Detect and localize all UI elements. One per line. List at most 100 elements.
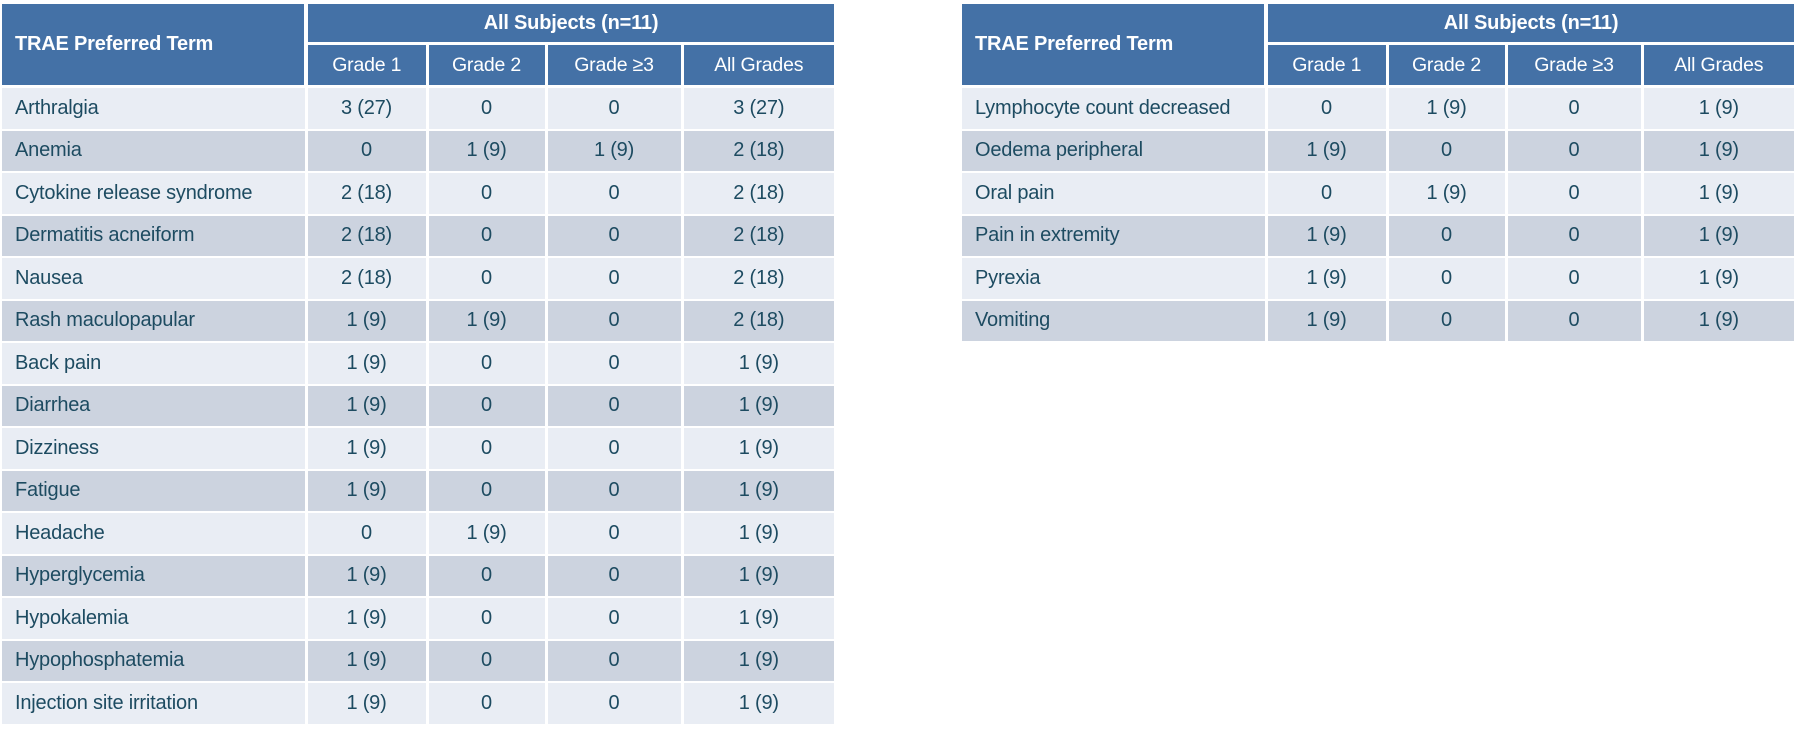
value-cell: 1 (9): [306, 682, 429, 724]
term-cell: Hypokalemia: [2, 597, 308, 641]
term-cell: Rash maculopapular: [2, 299, 308, 343]
value-cell: 0: [546, 214, 684, 258]
value-cell: 0: [427, 86, 548, 131]
value-cell: 1 (9): [1642, 257, 1795, 301]
table-row: Pain in extremity 1 (9) 0 0 1 (9): [962, 214, 1795, 258]
trae-table-left: TRAE Preferred Term All Subjects (n=11) …: [2, 4, 835, 724]
value-cell: 1 (9): [427, 299, 548, 343]
value-cell: 0: [427, 554, 548, 598]
value-cell: 0: [1387, 299, 1508, 341]
value-cell: 0: [546, 469, 684, 513]
value-cell: 1 (9): [1642, 129, 1795, 173]
term-cell: Dizziness: [2, 427, 308, 471]
value-cell: 0: [427, 682, 548, 724]
table-row: Pyrexia 1 (9) 0 0 1 (9): [962, 257, 1795, 301]
value-cell: 1 (9): [682, 682, 835, 724]
term-cell: Oedema peripheral: [962, 129, 1268, 173]
value-cell: 1 (9): [306, 554, 429, 598]
value-cell: 1 (9): [1642, 299, 1795, 341]
table-row: Oral pain 0 1 (9) 0 1 (9): [962, 172, 1795, 216]
table-row: Injection site irritation 1 (9) 0 0 1 (9): [2, 682, 835, 724]
table-row: Hypophosphatemia 1 (9) 0 0 1 (9): [2, 639, 835, 683]
table-row: Nausea 2 (18) 0 0 2 (18): [2, 257, 835, 301]
value-cell: 2 (18): [306, 214, 429, 258]
value-cell: 3 (27): [682, 86, 835, 131]
term-cell: Pyrexia: [962, 257, 1268, 301]
value-cell: 1 (9): [682, 384, 835, 428]
value-cell: 1 (9): [682, 469, 835, 513]
value-cell: 0: [1506, 214, 1644, 258]
term-cell: Injection site irritation: [2, 682, 308, 724]
value-cell: 0: [427, 597, 548, 641]
value-cell: 0: [427, 342, 548, 386]
value-cell: 0: [1506, 299, 1644, 341]
table-header: TRAE Preferred Term All Subjects (n=11) …: [962, 4, 1795, 88]
value-cell: 2 (18): [306, 172, 429, 216]
column-header-grade-3plus: Grade ≥3: [1506, 43, 1644, 88]
value-cell: 0: [1506, 257, 1644, 301]
value-cell: 0: [546, 512, 684, 556]
value-cell: 1 (9): [682, 512, 835, 556]
value-cell: 0: [546, 639, 684, 683]
trae-table-right: TRAE Preferred Term All Subjects (n=11) …: [962, 4, 1795, 341]
column-header-grade-1: Grade 1: [1266, 43, 1389, 88]
term-cell: Back pain: [2, 342, 308, 386]
corner-header: TRAE Preferred Term: [2, 4, 308, 88]
value-cell: 1 (9): [1266, 214, 1389, 258]
value-cell: 2 (18): [306, 257, 429, 301]
table-row: Lymphocyte count decreased 0 1 (9) 0 1 (9): [962, 86, 1795, 131]
value-cell: 1 (9): [1642, 172, 1795, 216]
term-cell: Headache: [2, 512, 308, 556]
value-cell: 1 (9): [682, 597, 835, 641]
value-cell: 0: [546, 384, 684, 428]
value-cell: 1 (9): [306, 427, 429, 471]
value-cell: 1 (9): [682, 427, 835, 471]
value-cell: 0: [546, 682, 684, 724]
value-cell: 1 (9): [306, 342, 429, 386]
table-row: Cytokine release syndrome 2 (18) 0 0 2 (18): [2, 172, 835, 216]
value-cell: 0: [427, 427, 548, 471]
value-cell: 0: [427, 214, 548, 258]
table-row: Headache 0 1 (9) 0 1 (9): [2, 512, 835, 556]
term-cell: Diarrhea: [2, 384, 308, 428]
value-cell: 0: [1387, 257, 1508, 301]
term-cell: Hyperglycemia: [2, 554, 308, 598]
column-header-grade-2: Grade 2: [427, 43, 548, 88]
column-header-all-grades: All Grades: [1642, 43, 1795, 88]
value-cell: 0: [546, 257, 684, 301]
value-cell: 1 (9): [1387, 172, 1508, 216]
value-cell: 1 (9): [1266, 129, 1389, 173]
value-cell: 1 (9): [1642, 86, 1795, 131]
term-cell: Nausea: [2, 257, 308, 301]
value-cell: 0: [546, 342, 684, 386]
value-cell: 0: [1266, 86, 1389, 131]
value-cell: 1 (9): [427, 512, 548, 556]
value-cell: 1 (9): [427, 129, 548, 173]
value-cell: 0: [306, 129, 429, 173]
value-cell: 0: [1387, 214, 1508, 258]
value-cell: 1 (9): [682, 639, 835, 683]
value-cell: 1 (9): [682, 554, 835, 598]
value-cell: 0: [427, 384, 548, 428]
value-cell: 1 (9): [306, 469, 429, 513]
term-cell: Dermatitis acneiform: [2, 214, 308, 258]
value-cell: 1 (9): [546, 129, 684, 173]
value-cell: 0: [427, 257, 548, 301]
value-cell: 2 (18): [682, 257, 835, 301]
value-cell: 0: [546, 172, 684, 216]
value-cell: 1 (9): [306, 384, 429, 428]
column-header-grade-2: Grade 2: [1387, 43, 1508, 88]
column-header-row: Grade 1 Grade 2 Grade ≥3 All Grades: [962, 43, 1795, 88]
table-row: Fatigue 1 (9) 0 0 1 (9): [2, 469, 835, 513]
group-header-row: TRAE Preferred Term All Subjects (n=11): [962, 4, 1795, 88]
value-cell: 1 (9): [306, 639, 429, 683]
value-cell: 2 (18): [682, 172, 835, 216]
value-cell: 1 (9): [1387, 86, 1508, 131]
corner-header: TRAE Preferred Term: [962, 4, 1268, 88]
value-cell: 0: [1506, 86, 1644, 131]
value-cell: 0: [546, 597, 684, 641]
term-cell: Cytokine release syndrome: [2, 172, 308, 216]
value-cell: 0: [1506, 129, 1644, 173]
value-cell: 0: [427, 639, 548, 683]
column-header-grade-1: Grade 1: [306, 43, 429, 88]
